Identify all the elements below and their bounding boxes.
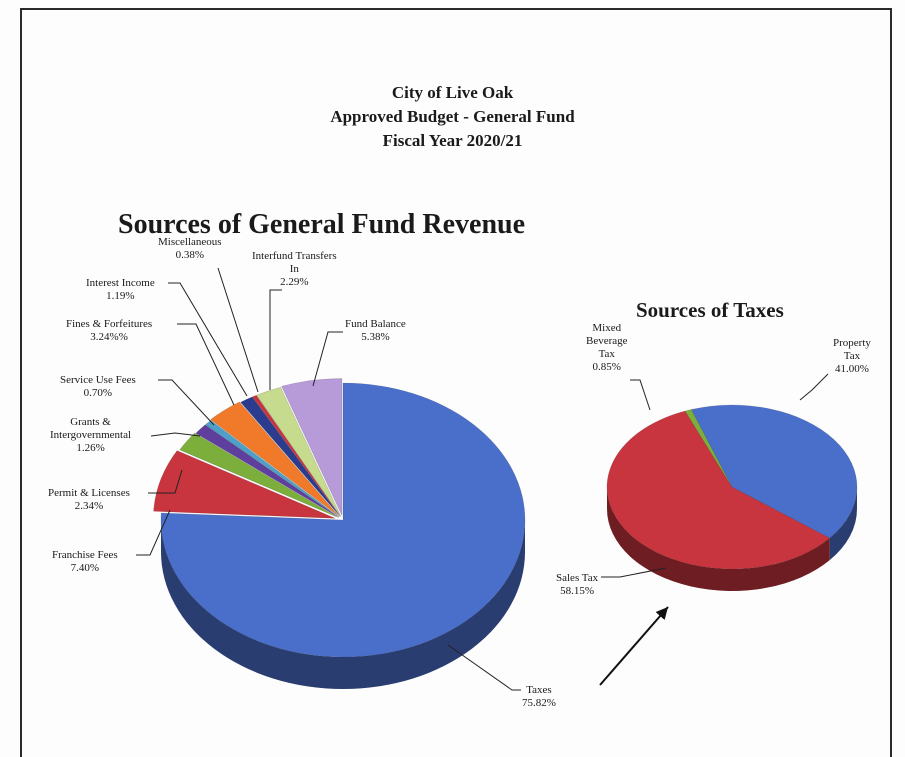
taxes-chart-title: Sources of Taxes bbox=[636, 298, 784, 322]
leader-permit bbox=[148, 469, 183, 494]
revenue-chart-title: Sources of General Fund Revenue bbox=[118, 209, 526, 240]
pie1-slice-0 bbox=[690, 404, 858, 539]
pie0-label-2-line-1: 2.34% bbox=[74, 500, 104, 512]
pie0-label-0-line-1: 75.82% bbox=[522, 697, 556, 709]
leader-property bbox=[799, 373, 829, 401]
pie1-slice-0-side bbox=[829, 487, 857, 561]
leader-transfers bbox=[269, 289, 282, 390]
pie1-label-0-line-0: Property bbox=[833, 337, 871, 349]
pie0-label-7-line-0: Miscellaneous bbox=[158, 236, 222, 248]
pie0-slice-1 bbox=[153, 450, 336, 519]
header-line-3: Fiscal Year 2020/21 bbox=[382, 131, 523, 150]
pie1-slice-1 bbox=[606, 410, 831, 570]
pie0-label-9: Fund Balance 5.38% bbox=[345, 318, 406, 344]
pie1-slice-2 bbox=[684, 409, 733, 488]
pie0-label-1: Franchise Fees 7.40% bbox=[52, 549, 118, 575]
pie0-label-3-line-0: Grants & bbox=[70, 416, 111, 428]
pie0-label-8-line-2: 2.29% bbox=[280, 276, 309, 288]
leader-misc bbox=[217, 267, 259, 393]
pie0-slice-8 bbox=[256, 386, 342, 517]
pie1-label-2-line-2: Tax bbox=[598, 348, 615, 360]
leader-fundbalance bbox=[312, 331, 343, 387]
pie0-label-2-line-0: Permit & Licenses bbox=[48, 487, 130, 499]
pie0-slice-6 bbox=[240, 396, 341, 517]
pie0-label-4-line-0: Service Use Fees bbox=[60, 374, 136, 386]
header-line-1: City of Live Oak bbox=[391, 83, 514, 102]
pie0-label-4-line-1: 0.70% bbox=[83, 387, 113, 399]
pie0-slice-7 bbox=[251, 394, 341, 517]
leader-service bbox=[158, 379, 215, 426]
pie1-label-1: Sales Tax 58.15% bbox=[556, 572, 598, 598]
pie0-slice-9 bbox=[281, 378, 343, 516]
pie0-label-7: Miscellaneous 0.38% bbox=[158, 236, 222, 262]
pie0-label-6-line-0: Interest Income bbox=[86, 277, 155, 289]
pie0-label-3-line-1: Intergovernmental bbox=[50, 429, 132, 441]
pie1-label-2-line-3: 0.85% bbox=[592, 361, 621, 373]
pie0-label-5: Fines & Forfeitures 3.24%% bbox=[66, 318, 152, 344]
leader-fines bbox=[177, 323, 235, 406]
pie0-label-9-line-1: 5.38% bbox=[361, 331, 390, 343]
pie0-slice-3 bbox=[195, 424, 340, 518]
pie0-slice-0-side bbox=[161, 520, 525, 689]
pie1-label-2-line-1: Beverage bbox=[586, 335, 628, 347]
header-line-2: Approved Budget - General Fund bbox=[330, 107, 575, 126]
leader-franchise bbox=[136, 509, 171, 556]
pie0-label-3: Grants & Intergovernmental 1.26% bbox=[50, 416, 131, 455]
leader-grants bbox=[150, 432, 201, 437]
right-border bbox=[890, 8, 892, 757]
pie1-label-1-line-1: 58.15% bbox=[560, 585, 595, 597]
pie0-label-5-line-1: 3.24%% bbox=[90, 331, 128, 343]
leader-taxes bbox=[447, 644, 521, 691]
top-border bbox=[20, 8, 892, 10]
pie1-label-0-line-1: Tax bbox=[843, 350, 861, 362]
pie0-slice-0 bbox=[160, 382, 526, 658]
pie0-label-5-line-0: Fines & Forfeitures bbox=[66, 318, 153, 330]
pie1-label-2: Mixed Beverage Tax 0.85% bbox=[586, 322, 628, 374]
pie0-label-4: Service Use Fees 0.70% bbox=[60, 374, 136, 400]
pie0-label-6-line-1: 1.19% bbox=[106, 290, 135, 302]
pie1-label-0-line-2: 41.00% bbox=[834, 363, 869, 375]
pie1-slice-1-side bbox=[607, 487, 830, 591]
pie0-label-9-line-0: Fund Balance bbox=[345, 318, 406, 330]
pie1-label-1-line-0: Sales Tax bbox=[556, 572, 599, 584]
pie0-label-1-line-0: Franchise Fees bbox=[52, 549, 118, 561]
pie0-label-8-line-1: In bbox=[289, 263, 299, 275]
left-border bbox=[20, 8, 22, 757]
pie0-slice-5 bbox=[210, 401, 340, 517]
pie0-label-8-line-0: Interfund Transfers bbox=[252, 250, 337, 262]
pie0-label-8: Interfund Transfers In 2.29% bbox=[252, 250, 337, 289]
arrow-to-taxes bbox=[599, 606, 669, 686]
leader-interest bbox=[168, 282, 248, 397]
pie0-slice-2 bbox=[179, 432, 339, 518]
leader-sales bbox=[601, 567, 667, 578]
pie1-label-2-line-0: Mixed bbox=[592, 322, 622, 334]
pie1-label-0: Property Tax 41.00% bbox=[833, 337, 871, 376]
pie0-label-6: Interest Income 1.19% bbox=[86, 277, 155, 303]
pie0-label-3-line-2: 1.26% bbox=[76, 442, 105, 454]
pie0-label-7-line-1: 0.38% bbox=[175, 249, 204, 261]
pie0-slice-4 bbox=[204, 420, 340, 518]
pie0-label-1-line-1: 7.40% bbox=[70, 562, 100, 574]
pie0-label-0-line-0: Taxes bbox=[526, 684, 552, 696]
pie0-label-0: Taxes 75.82% bbox=[522, 684, 556, 710]
pie0-label-2: Permit & Licenses 2.34% bbox=[48, 487, 130, 513]
leader-mixedbev bbox=[630, 379, 651, 411]
